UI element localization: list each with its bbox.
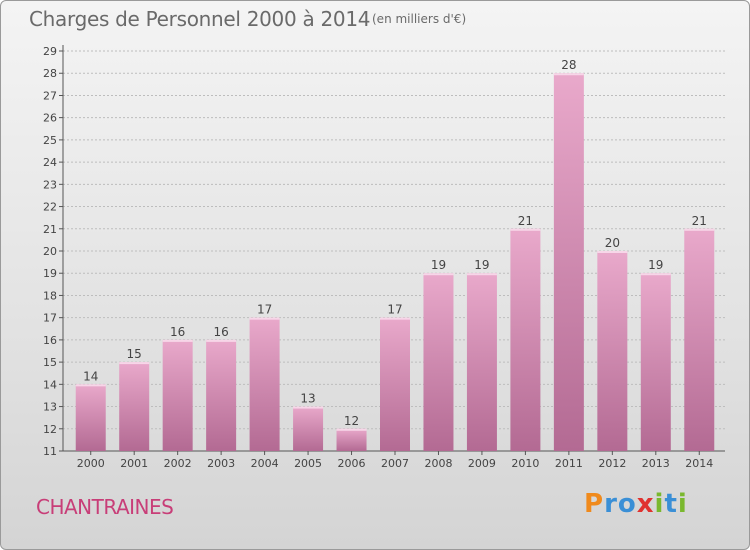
y-tick-label: 24 <box>43 156 57 169</box>
bar-2012 <box>597 251 628 451</box>
y-tick-label: 16 <box>43 334 57 347</box>
y-tick-label: 11 <box>43 445 57 458</box>
value-label: 21 <box>692 214 707 228</box>
bar-top-highlight <box>380 317 410 320</box>
x-tick-label: 2004 <box>251 457 279 470</box>
x-tick-label: 2010 <box>511 457 539 470</box>
x-tick-label: 2001 <box>120 457 148 470</box>
y-tick-label: 17 <box>43 312 57 325</box>
value-label: 16 <box>170 325 185 339</box>
logo-letter: t <box>664 489 678 519</box>
bar-top-highlight <box>249 317 280 320</box>
bar-top-highlight <box>466 273 497 276</box>
value-label: 20 <box>605 236 620 250</box>
y-tick-label: 13 <box>43 401 57 414</box>
y-tick-label: 25 <box>43 134 57 147</box>
bar-top-highlight <box>510 228 541 231</box>
y-tick-label: 29 <box>43 45 57 58</box>
x-tick-label: 2009 <box>468 457 496 470</box>
value-labels: 14 15 16 16 17 13 12 17 19 19 21 28 20 19 21 <box>83 58 707 428</box>
value-label: 12 <box>344 414 359 428</box>
chart-title: Charges de Personnel 2000 à 2014 <box>29 7 371 31</box>
bar-2005 <box>293 406 324 451</box>
y-tick-label: 22 <box>43 201 57 214</box>
y-tick-label: 23 <box>43 178 57 191</box>
bar-2004 <box>249 317 280 451</box>
x-tick-labels: 2000 2001 2002 2003 2004 2005 2006 2007 2008 2009… <box>77 451 713 470</box>
logo-letter: P <box>584 489 605 519</box>
y-tick-label: 15 <box>43 356 57 369</box>
x-tick-label: 2002 <box>164 457 192 470</box>
y-tick-label: 14 <box>43 378 57 391</box>
value-label: 17 <box>387 303 402 317</box>
bar-2009 <box>466 273 497 451</box>
value-label: 21 <box>518 214 533 228</box>
bar-top-highlight <box>553 73 584 76</box>
bars <box>75 73 715 451</box>
bar-top-highlight <box>206 339 237 342</box>
y-tick-label: 26 <box>43 112 57 125</box>
value-label: 17 <box>257 303 272 317</box>
y-tick-label: 19 <box>43 267 57 280</box>
y-tick-label: 27 <box>43 89 57 102</box>
town-name: CHANTRAINES <box>36 495 174 519</box>
chart-subtitle: (en milliers d'€) <box>372 12 467 26</box>
y-tick-label: 20 <box>43 245 57 258</box>
value-label: 19 <box>431 258 446 272</box>
value-label: 15 <box>127 347 142 361</box>
logo-letter: r <box>604 489 618 519</box>
logo-letter: x <box>636 489 655 519</box>
x-tick-label: 2005 <box>294 457 322 470</box>
y-tick-label: 18 <box>43 289 57 302</box>
x-tick-label: 2000 <box>77 457 105 470</box>
value-label: 13 <box>300 392 315 406</box>
y-tick-labels: 11 12 13 14 15 16 17 18 19 20 21 22 23 24 25 26 27 28 29 <box>43 45 57 458</box>
x-tick-label: 2012 <box>598 457 626 470</box>
x-tick-label: 2011 <box>555 457 583 470</box>
grid-lines <box>59 50 725 452</box>
logo-letter: i <box>654 489 665 519</box>
x-tick-label: 2007 <box>381 457 409 470</box>
bar-2007 <box>380 317 410 451</box>
bar-2002 <box>162 339 193 451</box>
logo-letter: o <box>617 489 637 519</box>
bar-top-highlight <box>640 273 671 276</box>
proxiti-logo[interactable]: Proxiti <box>584 489 688 519</box>
value-label: 19 <box>648 258 663 272</box>
x-tick-label: 2014 <box>685 457 713 470</box>
x-tick-label: 2013 <box>642 457 670 470</box>
x-tick-label: 2006 <box>338 457 366 470</box>
logo-letter: i <box>677 489 688 519</box>
bar-top-highlight <box>75 384 106 387</box>
bar-2006 <box>336 428 367 451</box>
y-tick-label: 28 <box>43 67 57 80</box>
value-label: 16 <box>213 325 228 339</box>
value-label: 19 <box>474 258 489 272</box>
bar-2001 <box>119 362 150 451</box>
bar-2013 <box>640 273 671 451</box>
bar-top-highlight <box>684 228 715 231</box>
bar-top-highlight <box>293 406 324 409</box>
bar-2000 <box>75 384 106 451</box>
bar-2014 <box>684 228 715 451</box>
bar-top-highlight <box>162 339 193 342</box>
x-tick-label: 2003 <box>207 457 235 470</box>
bar-top-highlight <box>336 428 367 431</box>
y-tick-label: 12 <box>43 423 57 436</box>
y-tick-label: 21 <box>43 223 57 236</box>
value-label: 28 <box>561 58 576 72</box>
bar-2003 <box>206 339 237 451</box>
bar-2011 <box>553 73 584 451</box>
bar-top-highlight <box>423 273 454 276</box>
bar-2010 <box>510 228 541 451</box>
bar-top-highlight <box>119 362 150 365</box>
bar-top-highlight <box>597 251 628 253</box>
bar-2008 <box>423 273 454 451</box>
value-label: 14 <box>83 369 98 383</box>
x-tick-label: 2008 <box>424 457 452 470</box>
